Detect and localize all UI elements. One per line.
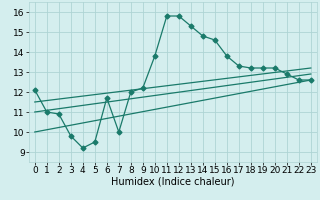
X-axis label: Humidex (Indice chaleur): Humidex (Indice chaleur) <box>111 177 235 187</box>
